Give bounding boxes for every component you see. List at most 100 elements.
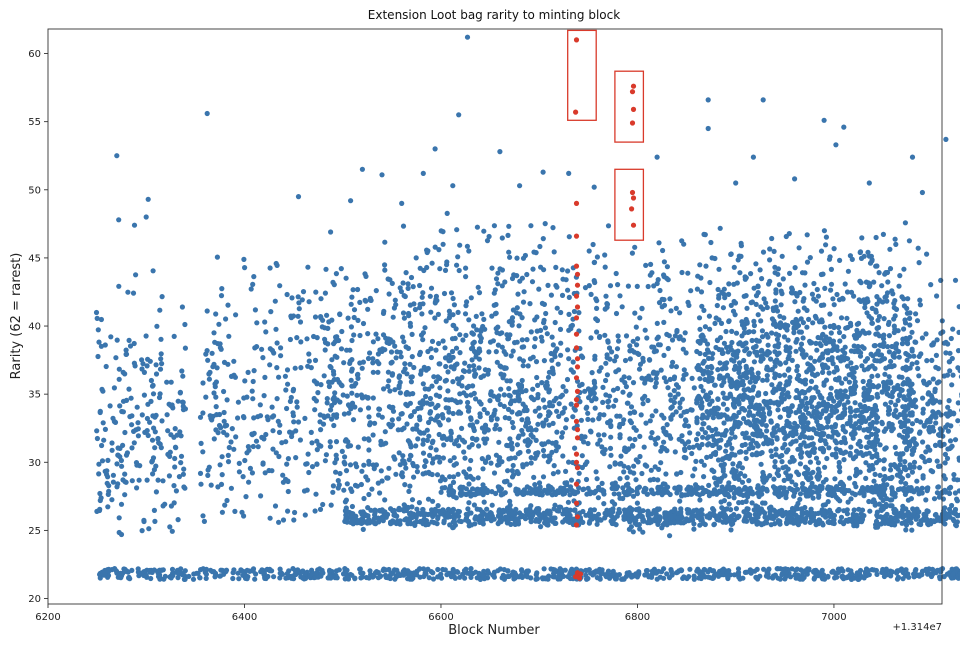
data-point [631, 463, 637, 469]
data-point [317, 506, 324, 512]
data-point [257, 402, 263, 408]
data-point [228, 373, 235, 379]
data-point [847, 452, 853, 458]
data-point [651, 369, 657, 375]
data-point [782, 436, 788, 442]
data-point [621, 417, 627, 423]
data-point [842, 281, 848, 287]
data-point [437, 266, 443, 272]
data-point [786, 353, 792, 359]
data-point [751, 359, 758, 365]
data-point [540, 397, 547, 403]
data-point [848, 444, 854, 450]
data-point [671, 376, 677, 382]
data-point [164, 412, 170, 418]
data-point [661, 319, 667, 325]
data-point [749, 366, 755, 372]
data-point [289, 295, 295, 301]
data-point [221, 359, 228, 365]
data-point [731, 264, 737, 270]
data-point [901, 464, 908, 470]
data-point [931, 428, 937, 434]
data-point [413, 255, 419, 261]
data-point [635, 336, 641, 342]
data-point [263, 431, 269, 438]
data-point [417, 351, 423, 358]
data-point [630, 529, 636, 535]
data-point [302, 512, 308, 518]
data-point [114, 461, 120, 467]
data-point [471, 339, 477, 345]
data-point [917, 429, 923, 435]
data-point [774, 423, 780, 429]
data-point [851, 369, 857, 375]
data-point [489, 502, 495, 508]
data-point [546, 422, 552, 428]
data-point [841, 334, 847, 340]
data-point [520, 363, 526, 369]
data-point [510, 462, 516, 469]
data-point [881, 316, 887, 322]
data-point [906, 238, 913, 244]
data-point [338, 266, 344, 272]
data-point [556, 413, 562, 419]
data-point [759, 276, 765, 282]
data-point [247, 465, 253, 471]
data-point [554, 284, 560, 290]
data-point [632, 244, 638, 250]
data-point [335, 485, 341, 491]
data-point [876, 501, 883, 507]
data-point [501, 392, 507, 398]
data-point [822, 324, 828, 330]
data-point [830, 361, 836, 367]
data-point [506, 386, 512, 392]
data-point [772, 363, 778, 369]
data-point [949, 502, 955, 509]
data-point [501, 403, 507, 409]
data-point [634, 283, 640, 289]
data-point [711, 468, 717, 475]
data-point [99, 458, 106, 464]
data-point [259, 346, 265, 352]
data-point [379, 348, 385, 354]
data-point [907, 310, 913, 316]
data-point [861, 427, 867, 433]
data-point [876, 457, 882, 463]
data-point [909, 381, 915, 387]
data-point [886, 374, 892, 380]
data-point [627, 436, 633, 442]
data-point [916, 373, 922, 379]
data-point [732, 434, 738, 440]
data-point [107, 403, 113, 409]
data-point [478, 374, 484, 380]
data-point [509, 468, 515, 474]
data-point [764, 377, 770, 383]
data-point [695, 366, 701, 373]
data-point [719, 382, 725, 388]
data-point [283, 439, 289, 445]
data-point [695, 362, 702, 369]
data-point [515, 435, 521, 441]
data-point [342, 438, 348, 444]
data-point [329, 416, 335, 422]
data-point [625, 465, 632, 471]
data-point [399, 470, 405, 476]
data-point [564, 376, 571, 383]
data-point [145, 432, 151, 439]
data-point [197, 575, 203, 581]
data-point [937, 399, 943, 405]
data-point [392, 297, 398, 303]
data-point [441, 290, 448, 297]
data-point [274, 396, 280, 402]
data-point [716, 293, 722, 299]
data-point [240, 414, 247, 420]
data-point [827, 254, 833, 260]
data-point [834, 291, 840, 298]
data-point [296, 306, 302, 312]
data-point [759, 347, 765, 353]
data-point [785, 466, 791, 472]
data-point [130, 290, 137, 296]
data-point [882, 294, 888, 300]
data-point [945, 422, 951, 428]
data-point [224, 422, 230, 428]
